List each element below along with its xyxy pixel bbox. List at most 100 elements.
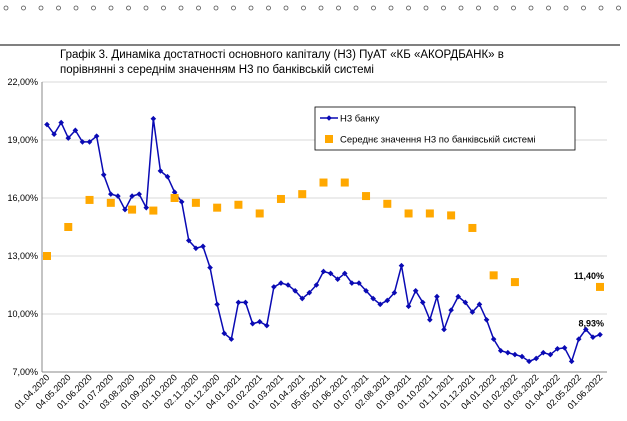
point <box>370 295 376 302</box>
point <box>547 351 554 358</box>
y-tick-label: 10,00% <box>7 309 38 319</box>
decor-dot <box>563 5 569 11</box>
point <box>489 271 498 280</box>
point <box>597 331 603 338</box>
point <box>85 195 94 204</box>
decor-dot <box>161 5 166 11</box>
decor-dots <box>3 5 621 11</box>
point <box>164 173 171 180</box>
data-label: 11,40% <box>574 271 604 281</box>
point <box>292 288 298 294</box>
point <box>256 318 263 325</box>
decor-dot <box>248 5 254 11</box>
chart-title: Графік 3. Динаміка достатності основного… <box>60 49 504 61</box>
chart-title: порівнянні з середнім значенням Н3 по ба… <box>60 64 374 76</box>
point <box>540 349 547 356</box>
point <box>412 288 419 294</box>
point <box>207 264 213 271</box>
point <box>65 135 72 141</box>
decor-dot <box>546 5 551 11</box>
decor-dot <box>353 5 359 11</box>
point <box>157 168 164 174</box>
decor-dot <box>318 5 324 11</box>
point <box>143 204 150 211</box>
point <box>149 206 158 215</box>
y-tick-label: 16,00% <box>7 193 38 203</box>
point <box>129 193 135 199</box>
point <box>533 355 539 362</box>
point <box>341 270 348 277</box>
point <box>554 346 561 352</box>
point <box>271 284 277 290</box>
decor-dot <box>126 5 131 11</box>
decor-dot <box>196 5 201 11</box>
point <box>398 262 405 269</box>
point <box>462 299 469 306</box>
decor-dot <box>581 5 586 11</box>
point <box>79 139 86 145</box>
decor-dot <box>388 5 394 11</box>
decor-dot <box>336 5 341 11</box>
point <box>497 347 504 354</box>
point <box>404 209 413 218</box>
decor-dot <box>476 5 481 11</box>
point <box>191 198 200 207</box>
point <box>469 309 476 315</box>
point <box>100 172 107 178</box>
point <box>340 178 349 187</box>
point <box>362 192 371 201</box>
point <box>108 191 114 197</box>
point <box>405 303 412 310</box>
decor-dot <box>231 5 236 11</box>
point <box>455 293 462 300</box>
point <box>468 223 477 232</box>
y-tick-label: 7,00% <box>12 367 38 377</box>
point <box>306 289 313 296</box>
point <box>44 121 50 128</box>
point <box>122 206 128 213</box>
point <box>447 211 456 220</box>
point <box>363 288 369 294</box>
point <box>441 326 447 333</box>
decor-dot <box>108 5 114 11</box>
point <box>93 133 100 139</box>
decor-dot <box>406 5 411 11</box>
point <box>221 330 228 337</box>
decor-dot <box>493 5 499 11</box>
decor-dot <box>511 5 516 11</box>
point <box>356 280 362 286</box>
point <box>64 223 73 231</box>
decor-dot <box>441 5 446 11</box>
point <box>58 119 64 126</box>
point <box>490 336 497 342</box>
point <box>150 115 157 122</box>
decor-dot <box>91 5 96 11</box>
point <box>115 193 121 199</box>
point <box>299 295 306 302</box>
y-tick-label: 19,00% <box>7 135 38 145</box>
point <box>86 139 93 145</box>
decor-dot <box>266 5 271 11</box>
point <box>313 282 320 288</box>
legend-marker <box>326 115 332 121</box>
point <box>427 317 433 323</box>
point <box>526 358 532 365</box>
decor-dot <box>423 5 429 11</box>
point <box>285 282 291 288</box>
decor-dot <box>616 5 621 11</box>
point <box>349 280 355 286</box>
point <box>171 189 178 195</box>
point <box>234 200 243 209</box>
point <box>391 289 398 296</box>
point <box>72 127 79 134</box>
decor-dot <box>143 5 149 11</box>
point <box>327 270 334 277</box>
point <box>276 194 285 203</box>
point <box>596 282 604 291</box>
point <box>561 345 568 351</box>
decor-dot <box>458 5 464 11</box>
point <box>320 268 327 275</box>
point <box>106 198 115 207</box>
legend-marker <box>325 135 333 143</box>
